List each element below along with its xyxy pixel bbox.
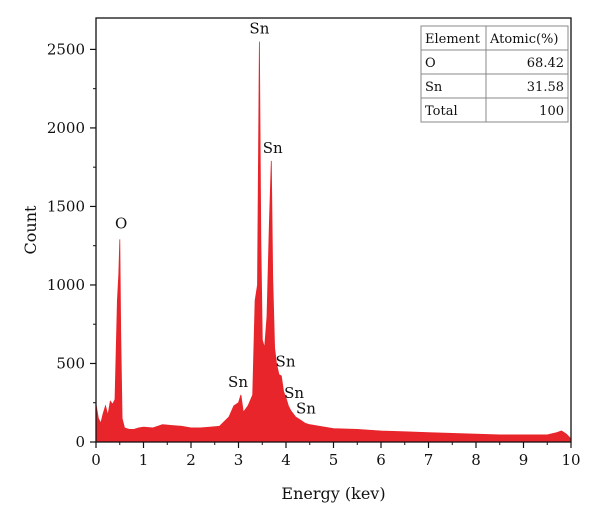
peak-label: Sn — [263, 139, 283, 157]
table-value-cell: 31.58 — [527, 80, 564, 95]
peak-label: Sn — [228, 373, 248, 391]
y-axis-title: Count — [21, 205, 40, 254]
x-tick-label: 2 — [186, 451, 196, 469]
x-tick-label: 6 — [376, 451, 386, 469]
peak-label: O — [115, 214, 127, 232]
x-tick-label: 10 — [561, 451, 580, 469]
peak-label: Sn — [276, 353, 296, 371]
y-tick-label: 500 — [56, 354, 85, 372]
peak-label: Sn — [249, 20, 269, 38]
x-tick-label: 3 — [234, 451, 244, 469]
table-header-cell: Element — [425, 32, 481, 47]
x-tick-label: 9 — [519, 451, 529, 469]
table-header-cell: Atomic(%) — [489, 32, 558, 47]
y-tick-label: 1500 — [47, 197, 85, 215]
x-tick-label: 8 — [471, 451, 481, 469]
x-tick-label: 4 — [281, 451, 291, 469]
table-element-cell: O — [425, 56, 436, 71]
y-tick-label: 1000 — [47, 276, 85, 294]
peak-label: Sn — [284, 384, 304, 402]
peak-label: Sn — [296, 400, 316, 418]
x-tick-label: 0 — [91, 451, 101, 469]
table-value-cell: 68.42 — [527, 56, 564, 71]
table-element-cell: Total — [425, 104, 458, 119]
composition-table: Element Atomic(%) O 68.42 Sn 31.58 Total 100 — [420, 25, 569, 123]
y-tick-label: 2000 — [47, 119, 85, 137]
table-element-cell: Sn — [425, 80, 443, 95]
y-tick-label: 2500 — [47, 40, 85, 58]
y-tick-label: 0 — [75, 433, 85, 451]
x-axis-title: Energy (kev) — [281, 484, 385, 503]
table-value-cell: 100 — [539, 104, 564, 119]
x-tick-label: 1 — [139, 451, 149, 469]
x-tick-label: 7 — [424, 451, 434, 469]
spectrum-series — [95, 41, 572, 443]
x-tick-label: 5 — [329, 451, 339, 469]
